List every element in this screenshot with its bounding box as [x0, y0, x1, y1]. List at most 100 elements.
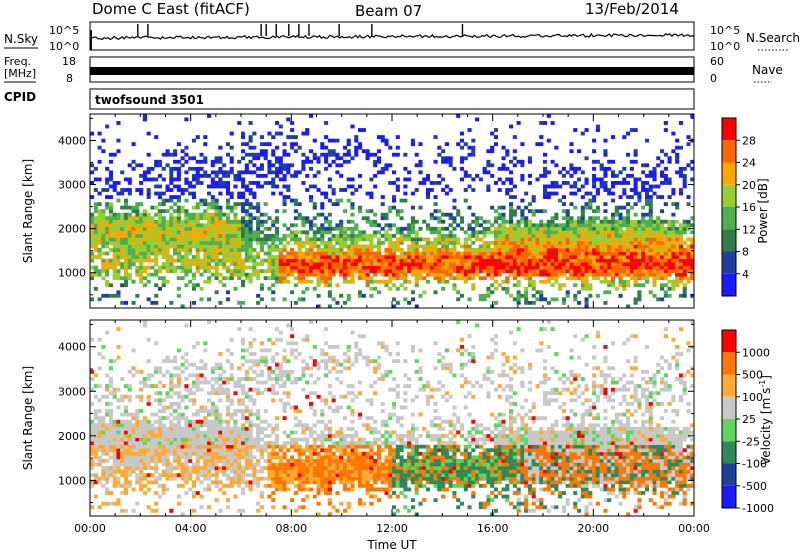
power-cell	[395, 212, 400, 217]
power-cell	[131, 240, 136, 245]
power-cell	[376, 269, 381, 274]
power-cell	[414, 188, 419, 192]
power-cell	[671, 244, 676, 249]
power-cell	[418, 237, 423, 242]
power-cell	[656, 262, 661, 266]
velocity-cell	[123, 405, 129, 410]
velocity-cell	[195, 469, 200, 474]
power-cell	[123, 272, 129, 277]
velocity-cell	[184, 462, 189, 467]
velocity-cell	[169, 434, 174, 438]
power-cell	[222, 258, 227, 263]
velocity-cell	[199, 505, 204, 510]
velocity-cell	[222, 462, 227, 467]
power-cell	[237, 262, 242, 266]
velocity-cell	[188, 487, 193, 492]
power-cell	[561, 240, 566, 245]
power-cell	[392, 195, 397, 199]
power-cell	[342, 145, 347, 150]
power-cell	[259, 240, 264, 245]
power-cell	[629, 237, 634, 242]
velocity-cell	[214, 466, 219, 470]
power-cell	[509, 272, 514, 277]
velocity-cell	[237, 430, 242, 435]
power-cell	[90, 251, 95, 256]
velocity-cell	[203, 441, 208, 446]
power-cell	[501, 233, 506, 238]
power-cell	[520, 240, 525, 245]
power-cell	[482, 230, 487, 235]
power-cell	[520, 142, 525, 147]
power-cell	[671, 248, 676, 252]
power-cell	[324, 283, 329, 288]
power-cell	[678, 248, 683, 252]
power-cell	[576, 237, 582, 242]
velocity-cell	[165, 430, 170, 435]
power-cell	[678, 251, 683, 256]
velocity-cell	[169, 476, 174, 481]
power-cell	[327, 283, 332, 288]
power-cell	[207, 191, 212, 196]
power-cell	[505, 286, 510, 291]
power-cell	[610, 181, 616, 185]
velocity-cell	[173, 444, 178, 449]
power-cell	[509, 124, 514, 129]
power-cell	[561, 223, 566, 228]
power-cell	[509, 202, 514, 207]
velocity-cell	[207, 458, 212, 463]
power-cell	[550, 230, 555, 235]
power-cell	[690, 240, 695, 245]
power-cell	[154, 177, 159, 182]
power-cell	[293, 283, 298, 288]
velocity-cell	[241, 377, 246, 381]
power-cell	[554, 269, 559, 274]
power-cell	[195, 159, 200, 164]
power-cell	[184, 244, 189, 249]
power-cell	[203, 170, 208, 175]
velocity-cell	[195, 491, 200, 495]
power-cell	[527, 272, 532, 277]
power-cell	[252, 191, 257, 196]
power-cell	[531, 244, 536, 249]
power-cell	[127, 233, 132, 238]
power-cell	[263, 212, 268, 217]
power-cell	[308, 219, 314, 224]
power-cell	[244, 209, 249, 214]
velocity-cell	[161, 398, 166, 403]
power-cell	[256, 223, 261, 228]
velocity-cell	[180, 444, 185, 449]
velocity-cell	[222, 426, 227, 431]
velocity-cell	[169, 419, 174, 424]
power-cell	[184, 145, 189, 150]
power-cell	[210, 181, 215, 185]
power-cell	[271, 248, 276, 252]
power-cell	[331, 138, 336, 143]
power-cell	[241, 142, 246, 147]
velocity-cell	[218, 466, 223, 470]
velocity-cell	[233, 458, 238, 463]
power-cell	[150, 240, 155, 245]
power-cell	[346, 265, 351, 270]
power-cell	[108, 262, 113, 266]
velocity-cell	[169, 359, 174, 364]
power-cell	[663, 128, 668, 132]
power-cell	[505, 258, 510, 263]
velocity-cell	[157, 483, 163, 488]
velocity-cell	[135, 423, 140, 428]
power-cell	[558, 286, 563, 291]
power-cell	[305, 255, 310, 259]
power-cell	[516, 293, 521, 298]
power-cell	[467, 152, 472, 157]
power-cell	[671, 286, 676, 291]
power-cell	[652, 244, 657, 249]
power-cell	[131, 262, 136, 266]
power-cell	[467, 265, 472, 270]
velocity-cell	[161, 483, 166, 488]
power-cell	[531, 283, 536, 288]
power-cell	[342, 226, 347, 231]
power-cell	[210, 233, 215, 238]
power-cell	[173, 258, 178, 263]
power-cell	[342, 258, 347, 263]
power-cell	[293, 142, 298, 147]
power-cell	[441, 233, 446, 238]
